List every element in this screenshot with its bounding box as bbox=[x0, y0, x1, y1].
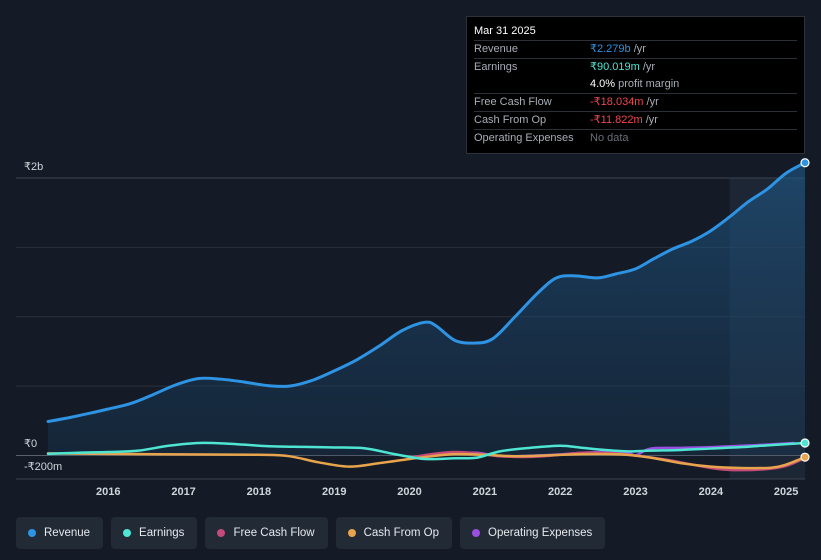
legend-item-operating-expenses[interactable]: Operating Expenses bbox=[460, 517, 606, 549]
y-tick-label: -₹200m bbox=[24, 461, 62, 473]
legend: Revenue Earnings Free Cash Flow Cash Fro… bbox=[16, 517, 606, 549]
x-tick-label: 2018 bbox=[247, 486, 271, 498]
tooltip-unit: /yr bbox=[630, 43, 646, 55]
tooltip-unit: /yr bbox=[643, 96, 659, 108]
x-tick-label: 2020 bbox=[397, 486, 421, 498]
tooltip-value: ₹90.019m bbox=[590, 61, 640, 73]
legend-dot-icon bbox=[347, 529, 356, 537]
tooltip-label: Cash From Op bbox=[474, 114, 547, 126]
tooltip-value: -₹11.822m bbox=[590, 114, 643, 126]
legend-item-revenue[interactable]: Revenue bbox=[16, 517, 104, 549]
tooltip-panel: Mar 31 2025 Revenue ₹2.279b /yr Earnings… bbox=[466, 16, 805, 154]
legend-item-free-cash-flow[interactable]: Free Cash Flow bbox=[205, 517, 328, 549]
x-tick-label: 2024 bbox=[699, 486, 724, 498]
x-tick-label: 2021 bbox=[473, 486, 497, 498]
tooltip-value: 4.0% bbox=[590, 78, 616, 90]
series-endpoints bbox=[800, 158, 810, 462]
tooltip-row-opex: Operating Expenses No data bbox=[474, 129, 797, 147]
endpoint-cash-from-op bbox=[800, 452, 810, 462]
legend-label: Earnings bbox=[139, 527, 185, 539]
legend-label: Revenue bbox=[44, 527, 91, 539]
series-line-revenue bbox=[46, 161, 807, 424]
y-tick-label: ₹0 bbox=[24, 438, 37, 450]
tooltip-row-cfo: Cash From Op -₹11.822m /yr bbox=[474, 111, 797, 129]
legend-dot-icon bbox=[123, 529, 132, 537]
legend-item-cash-from-op[interactable]: Cash From Op bbox=[335, 517, 453, 549]
tooltip-label bbox=[474, 76, 590, 93]
tooltip-label: Revenue bbox=[474, 43, 519, 55]
tooltip-value: -₹18.034m bbox=[590, 96, 644, 108]
x-axis-labels: 2016 2017 2018 2019 2020 2021 2022 2023 2024 2025 bbox=[96, 486, 798, 498]
legend-dot-icon bbox=[28, 529, 36, 537]
tooltip-row-fcf: Free Cash Flow -₹18.034m /yr bbox=[474, 93, 797, 111]
chart: ₹2b ₹0 -₹200m 2016 2017 2018 2019 2020 2021 2022… bbox=[16, 158, 810, 498]
y-axis-labels: ₹2b ₹0 -₹200m bbox=[24, 161, 62, 473]
tooltip-value: ₹2.279b bbox=[590, 43, 631, 55]
x-tick-label: 2017 bbox=[171, 486, 195, 498]
legend-label: Cash From Op bbox=[363, 527, 440, 539]
endpoint-earnings bbox=[800, 438, 810, 448]
revenue-area-fill bbox=[48, 162, 805, 456]
series-line-earnings bbox=[46, 441, 807, 461]
tooltip-row-margin: 4.0% profit margin bbox=[474, 76, 797, 93]
tooltip-label: Free Cash Flow bbox=[474, 96, 552, 108]
tooltip-row-revenue: Revenue ₹2.279b /yr bbox=[474, 40, 797, 58]
legend-dot-icon bbox=[472, 529, 481, 537]
x-tick-label: 2019 bbox=[322, 486, 346, 498]
y-tick-label: ₹2b bbox=[24, 161, 43, 173]
endpoint-revenue bbox=[800, 158, 810, 168]
tooltip-row-earnings: Earnings ₹90.019m /yr bbox=[474, 58, 797, 76]
tooltip-value: No data bbox=[590, 132, 629, 144]
tooltip-unit: /yr bbox=[639, 61, 656, 73]
x-tick-label: 2025 bbox=[774, 486, 798, 498]
x-tick-label: 2022 bbox=[548, 486, 572, 498]
tooltip-label: Operating Expenses bbox=[474, 132, 574, 144]
legend-dot-icon bbox=[217, 529, 226, 537]
legend-label: Free Cash Flow bbox=[233, 527, 315, 539]
x-tick-label: 2016 bbox=[96, 486, 120, 498]
tooltip-unit: profit margin bbox=[615, 78, 680, 90]
tooltip-label: Earnings bbox=[474, 61, 518, 73]
tooltip-date: Mar 31 2025 bbox=[474, 25, 536, 37]
revenue-area bbox=[48, 162, 805, 456]
legend-item-earnings[interactable]: Earnings bbox=[111, 517, 198, 549]
legend-label: Operating Expenses bbox=[488, 527, 593, 539]
tooltip-unit: /yr bbox=[642, 114, 658, 126]
series-lines bbox=[46, 161, 807, 472]
x-tick-label: 2023 bbox=[623, 486, 647, 498]
